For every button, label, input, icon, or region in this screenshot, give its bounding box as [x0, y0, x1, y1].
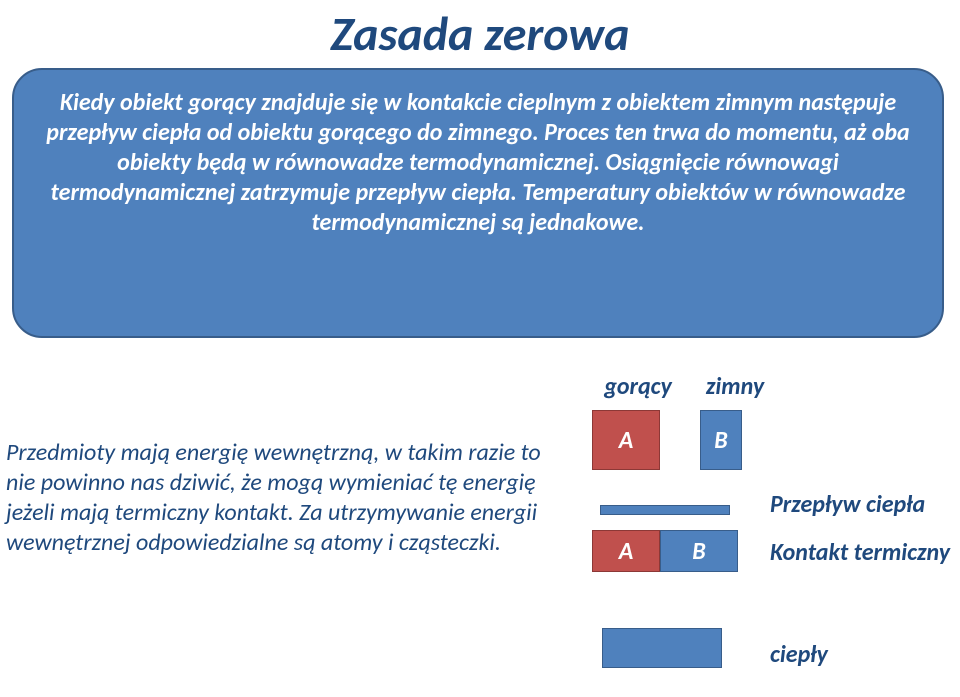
block-warm-merged — [602, 628, 722, 668]
body-paragraph: Przedmioty mają energię wewnętrzną, w ta… — [6, 438, 546, 558]
label-hot: gorący — [598, 372, 678, 401]
block-hot-A: A — [592, 410, 660, 470]
label-thermal-contact: Kontakt termiczny — [770, 538, 950, 567]
label-warm: ciepły — [770, 640, 828, 669]
page-title: Zasada zerowa — [0, 4, 960, 63]
heat-flow-bar — [600, 505, 730, 515]
block-contact-B: B — [660, 530, 738, 572]
label-heat-flow: Przepływ ciepła — [770, 490, 925, 519]
block-contact-A: A — [592, 530, 660, 572]
definition-text: Kiedy obiekt gorący znajduje się w konta… — [40, 88, 916, 238]
definition-box: Kiedy obiekt gorący znajduje się w konta… — [12, 68, 944, 338]
block-cold-B: B — [700, 410, 742, 470]
label-cold: zimny — [700, 372, 770, 401]
